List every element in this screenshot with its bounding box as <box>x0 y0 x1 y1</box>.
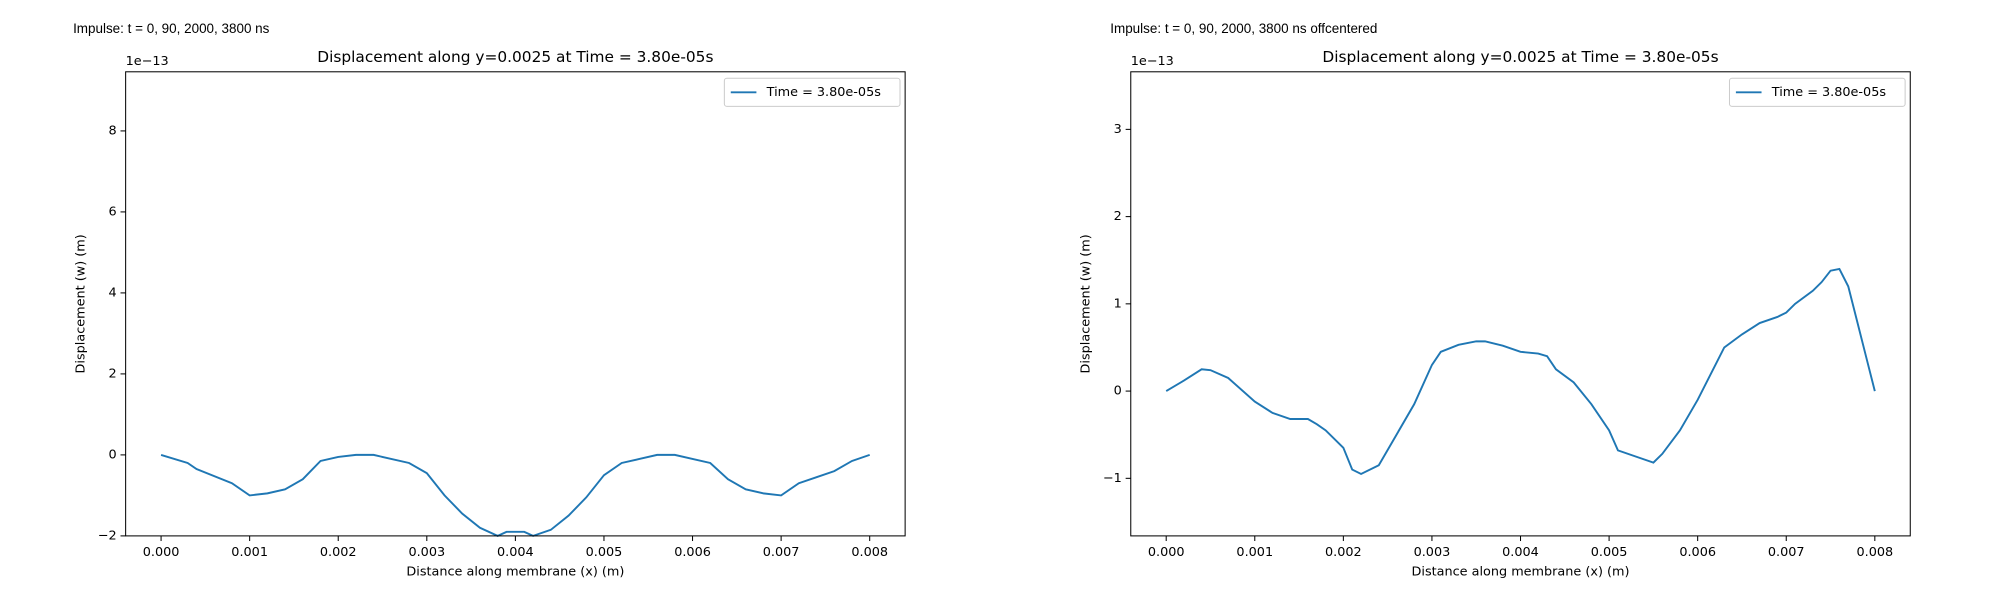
x-tick-label: 0.001 <box>1236 545 1273 560</box>
axes-frame <box>1130 71 1911 537</box>
legend-box <box>723 77 901 107</box>
x-tick-label: 0.007 <box>763 545 800 560</box>
y-tick-label: 8 <box>109 123 117 138</box>
x-tick-label: 0.007 <box>1768 545 1805 560</box>
x-tick-label: 0.004 <box>497 545 534 560</box>
data-line <box>160 453 871 537</box>
legend-label: Time = 3.80e-05s <box>1771 85 1887 100</box>
y-axis-label: Displacement (w) (m) <box>73 234 88 373</box>
y-tick-label: 2 <box>1114 209 1122 224</box>
x-tick-label: 0.006 <box>1679 545 1716 560</box>
x-tick-label: 0.005 <box>1591 545 1628 560</box>
x-tick-label: 0.001 <box>231 545 268 560</box>
x-tick-label: 0.006 <box>674 545 711 560</box>
x-tick-label: 0.008 <box>1856 545 1893 560</box>
y-tick-label: 3 <box>1114 122 1122 137</box>
x-tick-label: 0.000 <box>143 545 180 560</box>
x-tick-label: 0.008 <box>851 545 888 560</box>
x-tick-label: 0.003 <box>408 545 445 560</box>
y-tick-label: −1 <box>1103 471 1122 486</box>
y-axis-label: Displacement (w) (m) <box>1078 234 1093 373</box>
caption: Impulse: t = 0, 90, 2000, 3800 ns <box>73 21 270 36</box>
x-tick-label: 0.003 <box>1414 545 1451 560</box>
chart-title: Displacement along y=0.0025 at Time = 3.… <box>1322 48 1718 66</box>
y-offset-label: 1e−13 <box>126 54 169 69</box>
y-offset-label: 1e−13 <box>1131 54 1174 69</box>
legend-box <box>1728 77 1906 107</box>
axes-frame <box>125 71 906 537</box>
y-tick-label: 6 <box>109 204 117 219</box>
y-tick-label: 0 <box>109 447 117 462</box>
data-line <box>1165 267 1876 476</box>
x-tick-label: 0.004 <box>1502 545 1539 560</box>
chart-title: Displacement along y=0.0025 at Time = 3.… <box>317 48 713 66</box>
caption: Impulse: t = 0, 90, 2000, 3800 ns offcen… <box>1110 21 1377 36</box>
x-tick-label: 0.002 <box>320 545 357 560</box>
y-tick-label: 1 <box>1114 296 1122 311</box>
y-tick-label: 0 <box>1114 384 1122 399</box>
x-tick-label: 0.000 <box>1148 545 1185 560</box>
x-axis-label: Distance along membrane (x) (m) <box>406 564 624 579</box>
y-tick-label: 2 <box>109 366 117 381</box>
y-tick-label: 4 <box>109 285 117 300</box>
legend-label: Time = 3.80e-05s <box>766 85 882 100</box>
x-tick-label: 0.005 <box>586 545 623 560</box>
x-axis-label: Distance along membrane (x) (m) <box>1412 564 1630 579</box>
y-tick-label: −2 <box>98 528 117 543</box>
x-tick-label: 0.002 <box>1325 545 1362 560</box>
